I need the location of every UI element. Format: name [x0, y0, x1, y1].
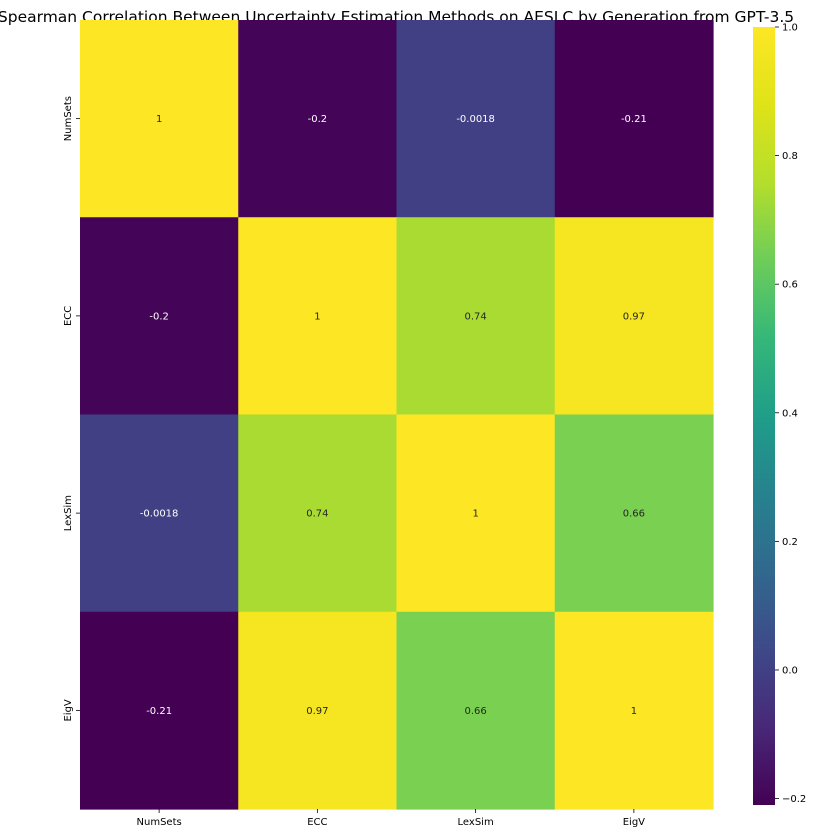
heatmap-cell-ECC-EigV — [554, 217, 714, 416]
x-tick-label-LexSim: LexSim — [458, 817, 494, 828]
cell-label-NumSets-ECC: -0.2 — [308, 114, 328, 125]
cell-label-NumSets-NumSets: 1 — [156, 114, 162, 125]
cell-label-EigV-ECC: 0.97 — [306, 706, 328, 717]
cell-label-LexSim-LexSim: 1 — [472, 509, 478, 520]
cell-label-EigV-EigV: 1 — [631, 706, 637, 717]
colorbar-gradient — [753, 27, 775, 805]
heatmap-cell-ECC-NumSets — [80, 217, 239, 416]
colorbar-tick-label: 0.4 — [782, 408, 798, 419]
cell-label-ECC-ECC: 1 — [314, 311, 320, 322]
y-axis: NumSets ECC LexSim EigV — [63, 96, 80, 722]
heatmap-cell-LexSim-ECC — [238, 414, 398, 613]
colorbar-tick-label: 0.6 — [782, 280, 798, 291]
cell-label-EigV-NumSets: -0.21 — [146, 706, 172, 717]
cell-label-ECC-NumSets: -0.2 — [149, 311, 169, 322]
y-tick-label-NumSets: NumSets — [63, 96, 74, 141]
colorbar-tick-label: 0.2 — [782, 537, 798, 548]
y-tick-label-EigV: EigV — [63, 699, 74, 721]
colorbar-ticks: −0.2 0.0 0.2 0.4 0.6 0.8 1.0 — [775, 23, 806, 805]
x-tick-label-EigV: EigV — [623, 817, 645, 828]
y-tick-label-LexSim: LexSim — [63, 495, 74, 531]
heatmap-cell-NumSets-ECC — [238, 20, 398, 218]
heatmap-cells — [80, 20, 714, 810]
colorbar-tick-label: 0.8 — [782, 151, 798, 162]
heatmap-cell-NumSets-NumSets — [80, 20, 239, 218]
cell-label-EigV-LexSim: 0.66 — [464, 706, 486, 717]
colorbar-tick-label: 1.0 — [782, 23, 798, 34]
cell-label-NumSets-LexSim: -0.0018 — [456, 114, 495, 125]
colorbar-tick-label: 0.0 — [782, 665, 798, 676]
cell-label-NumSets-EigV: -0.21 — [621, 114, 647, 125]
heatmap-cell-ECC-LexSim — [396, 217, 556, 416]
heatmap-cell-LexSim-LexSim — [396, 414, 556, 613]
x-axis: NumSets ECC LexSim EigV — [137, 809, 645, 828]
x-tick-label-ECC: ECC — [307, 817, 327, 828]
x-tick-label-NumSets: NumSets — [137, 817, 182, 828]
heatmap-cell-LexSim-EigV — [554, 414, 714, 613]
heatmap-cell-EigV-EigV — [554, 611, 714, 810]
heatmap-cell-LexSim-NumSets — [80, 414, 239, 613]
heatmap-cell-NumSets-LexSim — [396, 20, 556, 218]
heatmap-cell-ECC-ECC — [238, 217, 398, 416]
cell-label-LexSim-EigV: 0.66 — [623, 509, 645, 520]
heatmap-cell-EigV-LexSim — [396, 611, 556, 810]
cell-label-LexSim-ECC: 0.74 — [306, 509, 328, 520]
colorbar-tick-label: −0.2 — [782, 794, 806, 805]
cell-label-LexSim-NumSets: -0.0018 — [140, 509, 179, 520]
heatmap-cell-labels: 1 -0.2 -0.0018 -0.21-0.2 1 0.74 0.97-0.0018 0.7… — [140, 114, 647, 717]
heatmap-cell-NumSets-EigV — [554, 20, 714, 218]
cell-label-ECC-EigV: 0.97 — [623, 311, 645, 322]
colorbar: −0.2 0.0 0.2 0.4 0.6 0.8 1.0 — [753, 23, 806, 805]
heatmap-cell-EigV-ECC — [238, 611, 398, 810]
y-tick-label-ECC: ECC — [63, 306, 74, 326]
heatmap-cell-EigV-NumSets — [80, 611, 239, 810]
cell-label-ECC-LexSim: 0.74 — [464, 311, 486, 322]
